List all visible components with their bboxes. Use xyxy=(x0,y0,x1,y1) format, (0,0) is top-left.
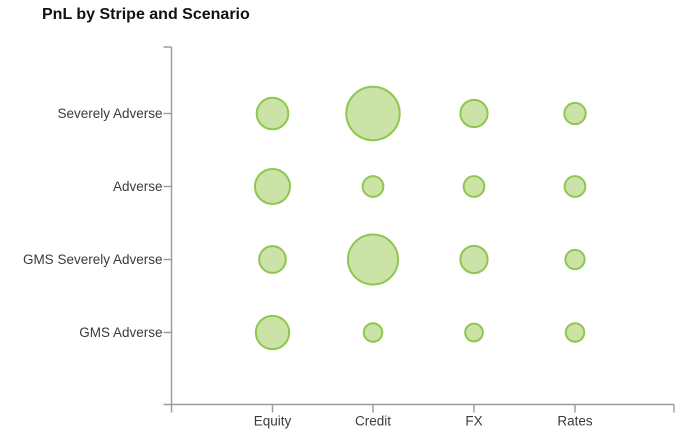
x-axis-label: FX xyxy=(465,414,482,429)
chart-title: PnL by Stripe and Scenario xyxy=(42,6,250,23)
bubble-severely-adverse-equity[interactable] xyxy=(255,96,290,131)
y-axis-label: GMS Adverse xyxy=(79,325,162,340)
bubble-gms-severely-adverse-credit[interactable] xyxy=(346,233,400,286)
bubble-severely-adverse-credit[interactable] xyxy=(345,85,401,142)
x-axis-label: Rates xyxy=(557,414,593,429)
bubble-adverse-equity[interactable] xyxy=(253,167,292,206)
bubble-gms-adverse-rates[interactable] xyxy=(564,322,586,343)
bubble-adverse-fx[interactable] xyxy=(462,175,486,198)
bubble-adverse-credit[interactable] xyxy=(361,175,385,198)
y-axis-label: Adverse xyxy=(113,179,163,194)
bubble-adverse-rates[interactable] xyxy=(563,175,587,198)
bubble-gms-severely-adverse-equity[interactable] xyxy=(258,245,287,274)
bubble-gms-severely-adverse-fx[interactable] xyxy=(459,244,489,275)
y-axis-label: Severely Adverse xyxy=(57,106,162,121)
y-axis-label: GMS Severely Adverse xyxy=(23,252,163,267)
x-axis-label: Equity xyxy=(254,414,292,429)
bubble-gms-severely-adverse-rates[interactable] xyxy=(564,248,586,271)
bubble-gms-adverse-equity[interactable] xyxy=(254,314,291,351)
x-axis-label: Credit xyxy=(355,414,391,429)
bubble-gms-adverse-fx[interactable] xyxy=(464,322,484,343)
bubble-severely-adverse-rates[interactable] xyxy=(563,101,587,126)
bubble-severely-adverse-fx[interactable] xyxy=(459,98,489,129)
bubble-gms-adverse-credit[interactable] xyxy=(362,322,384,343)
